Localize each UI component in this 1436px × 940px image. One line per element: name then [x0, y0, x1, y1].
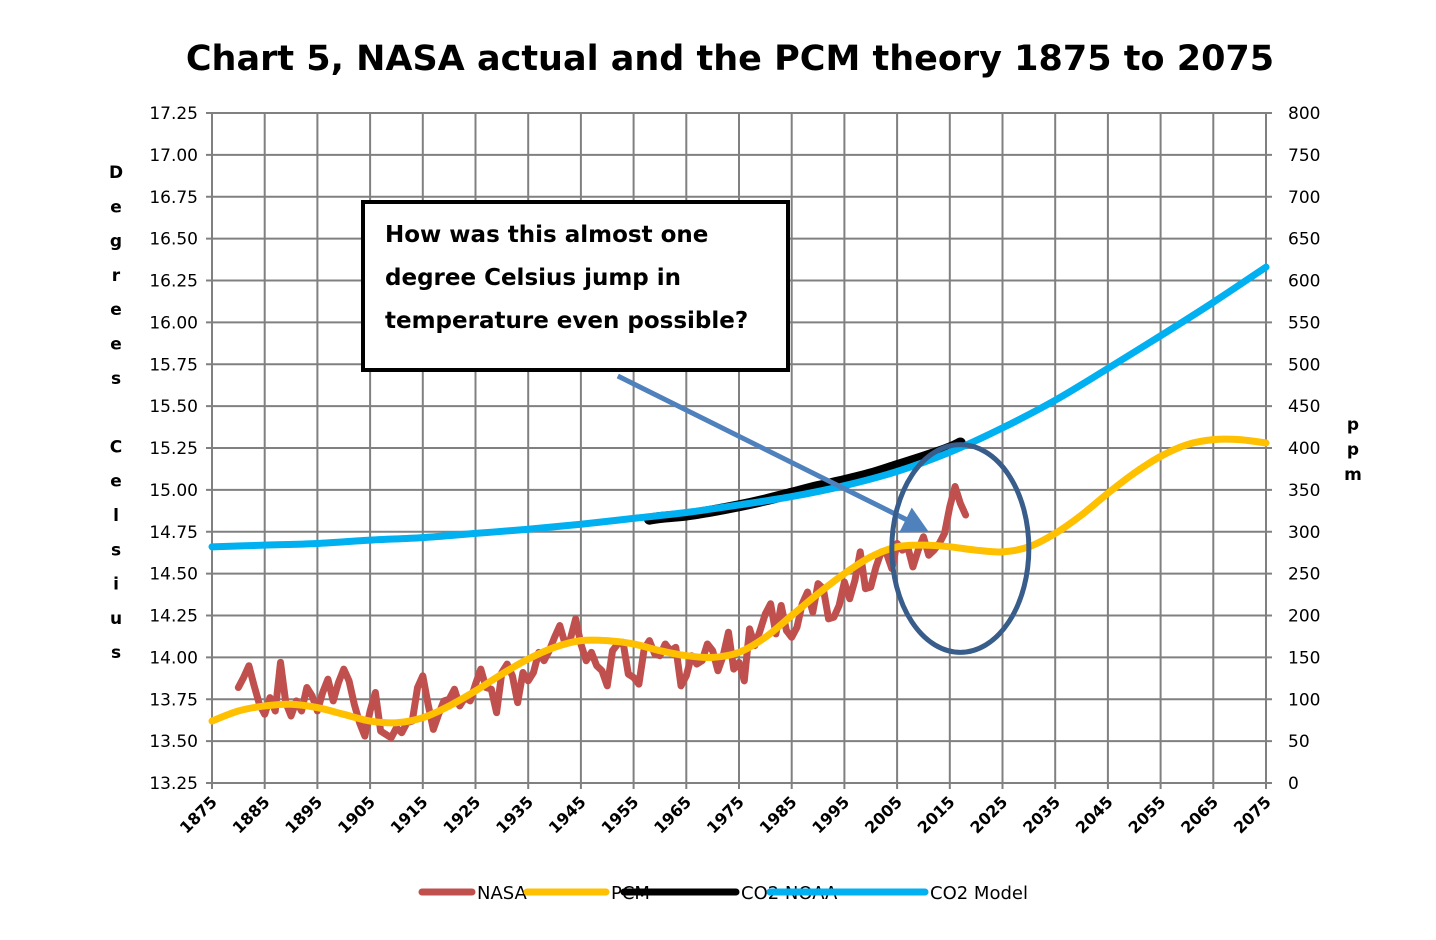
callout-text-line-1: How was this almost one [385, 222, 708, 248]
y-tick-label-right: 550 [1288, 313, 1320, 333]
y-tick-label-right: 600 [1288, 272, 1320, 292]
y-tick-label-right: 200 [1288, 607, 1320, 627]
y-tick-label-left: 14.50 [149, 565, 198, 585]
y-tick-label-right: 700 [1288, 188, 1320, 208]
x-axis-ticks: 1875 1885 1895 1905 1915 1925 1935 1945 1955 1965… [176, 792, 1275, 837]
y-axis-right-label: ppm [1344, 415, 1362, 485]
y-tick-label-left: 15.00 [149, 481, 198, 501]
y-tick-label-left: 13.25 [149, 774, 198, 794]
y-tick-label-left: 15.75 [149, 355, 198, 375]
y-tick-label-right: 750 [1288, 146, 1320, 166]
callout-box [361, 200, 790, 372]
series-line-co2-model [208, 263, 1270, 551]
x-tick-label: 1945 [545, 792, 590, 837]
x-tick-label: 2055 [1125, 792, 1170, 837]
callout-text-line-2: degree Celsius jump in [385, 265, 681, 291]
legend-item-nasa: NASA [418, 883, 528, 904]
y-axis-left-label-letter: u [110, 609, 122, 629]
annotation-arrow-shaft [616, 373, 916, 526]
y-axis-left-label-letter: s [111, 643, 121, 663]
series-line-pcm [208, 435, 1270, 727]
legend: NASAPCMCO2 NOAACO2 Model [418, 883, 1028, 904]
annotation-ellipse [889, 442, 1032, 655]
y-axis-right-label-letter: p [1347, 415, 1359, 435]
y-tick-label-left: 17.25 [149, 104, 198, 124]
y-tick-label-right: 450 [1288, 397, 1320, 417]
y-axis-left-label-letter: l [113, 506, 119, 526]
annotation-arrow-head [899, 507, 929, 533]
series-layer [208, 263, 1270, 742]
y-axis-right-label-letter: p [1347, 440, 1359, 460]
y-axis-left-label-letter: e [110, 335, 122, 355]
y-tick-label-left: 15.25 [149, 439, 198, 459]
series-line-nasa [234, 483, 970, 742]
y-tick-label-left: 16.75 [149, 188, 198, 208]
y-axis-right-label-letter: m [1344, 465, 1362, 485]
y-tick-label-right: 0 [1288, 774, 1299, 794]
y-axis-left-label-letter: r [112, 266, 121, 286]
x-tick-label: 2035 [1019, 792, 1064, 837]
x-tick-label: 2015 [914, 792, 959, 837]
y-tick-label-left: 14.75 [149, 523, 198, 543]
y-tick-label-left: 14.00 [149, 648, 198, 668]
x-tick-label: 2025 [966, 792, 1011, 837]
y-tick-label-left: 17.00 [149, 146, 198, 166]
y-tick-label-left: 13.75 [149, 690, 198, 710]
y-tick-label-right: 350 [1288, 481, 1320, 501]
legend-label-co2-model: CO2 Model [930, 883, 1028, 904]
x-tick-label: 1955 [598, 792, 643, 837]
axes [211, 113, 1267, 784]
y-axis-left-label-letter: D [109, 163, 123, 183]
x-tick-label: 1995 [808, 792, 853, 837]
x-tick-label: 2005 [861, 792, 906, 837]
y-axis-left-label-letter: s [111, 540, 121, 560]
x-tick-label: 1925 [439, 792, 484, 837]
y-tick-label-left: 13.50 [149, 732, 198, 752]
callout-text-line-3: temperature even possible? [385, 308, 748, 334]
y-tick-label-right: 250 [1288, 565, 1320, 585]
y-tick-label-right: 300 [1288, 523, 1320, 543]
y-axis-left-label-letter: e [110, 197, 122, 217]
y-tick-label-right: 650 [1288, 230, 1320, 250]
y-tick-label-right: 100 [1288, 690, 1320, 710]
x-tick-label: 1895 [281, 792, 326, 837]
y-axis-left-label-letter: i [113, 575, 119, 595]
y-axis-left-label-letter: e [110, 300, 122, 320]
x-tick-label: 1965 [650, 792, 695, 837]
annotation-layer: How was this almost one degree Celsius j… [361, 200, 1032, 655]
x-tick-label: 1985 [756, 792, 801, 837]
y-tick-label-right: 50 [1288, 732, 1310, 752]
y-axis-left-label-letter: g [110, 232, 122, 252]
y-axis-left-label-letter: e [110, 472, 122, 492]
y-axis-left-ticks: 17.25 17.00 16.75 16.50 16.25 16.00 15.75 15.50… [149, 104, 198, 794]
x-tick-label: 1935 [492, 792, 537, 837]
y-tick-label-right: 500 [1288, 355, 1320, 375]
x-tick-label: 1915 [387, 792, 432, 837]
y-tick-label-left: 16.25 [149, 272, 198, 292]
x-tick-label: 2075 [1230, 792, 1275, 837]
y-axis-left-label-letter: C [110, 437, 122, 457]
y-tick-label-right: 400 [1288, 439, 1320, 459]
legend-label-nasa: NASA [477, 883, 528, 904]
y-tick-label-left: 16.00 [149, 313, 198, 333]
x-tick-label: 1885 [229, 792, 274, 837]
x-tick-label: 1975 [703, 792, 748, 837]
x-tick-label: 1875 [176, 792, 221, 837]
y-axis-right-ticks: 8007507006506005505004504003503002502001… [1288, 104, 1320, 794]
x-tick-label: 2045 [1072, 792, 1117, 837]
y-tick-label-right: 800 [1288, 104, 1320, 124]
legend-item-co2-model: CO2 Model [766, 883, 1028, 904]
y-axis-left-label-letter: s [111, 369, 121, 389]
x-tick-label: 1905 [334, 792, 379, 837]
x-tick-label: 2065 [1177, 792, 1222, 837]
y-tick-label-left: 16.50 [149, 230, 198, 250]
y-tick-label-left: 14.25 [149, 607, 198, 627]
y-tick-label-left: 15.50 [149, 397, 198, 417]
y-tick-label-right: 150 [1288, 648, 1320, 668]
chart-title: Chart 5, NASA actual and the PCM theory … [186, 39, 1274, 79]
